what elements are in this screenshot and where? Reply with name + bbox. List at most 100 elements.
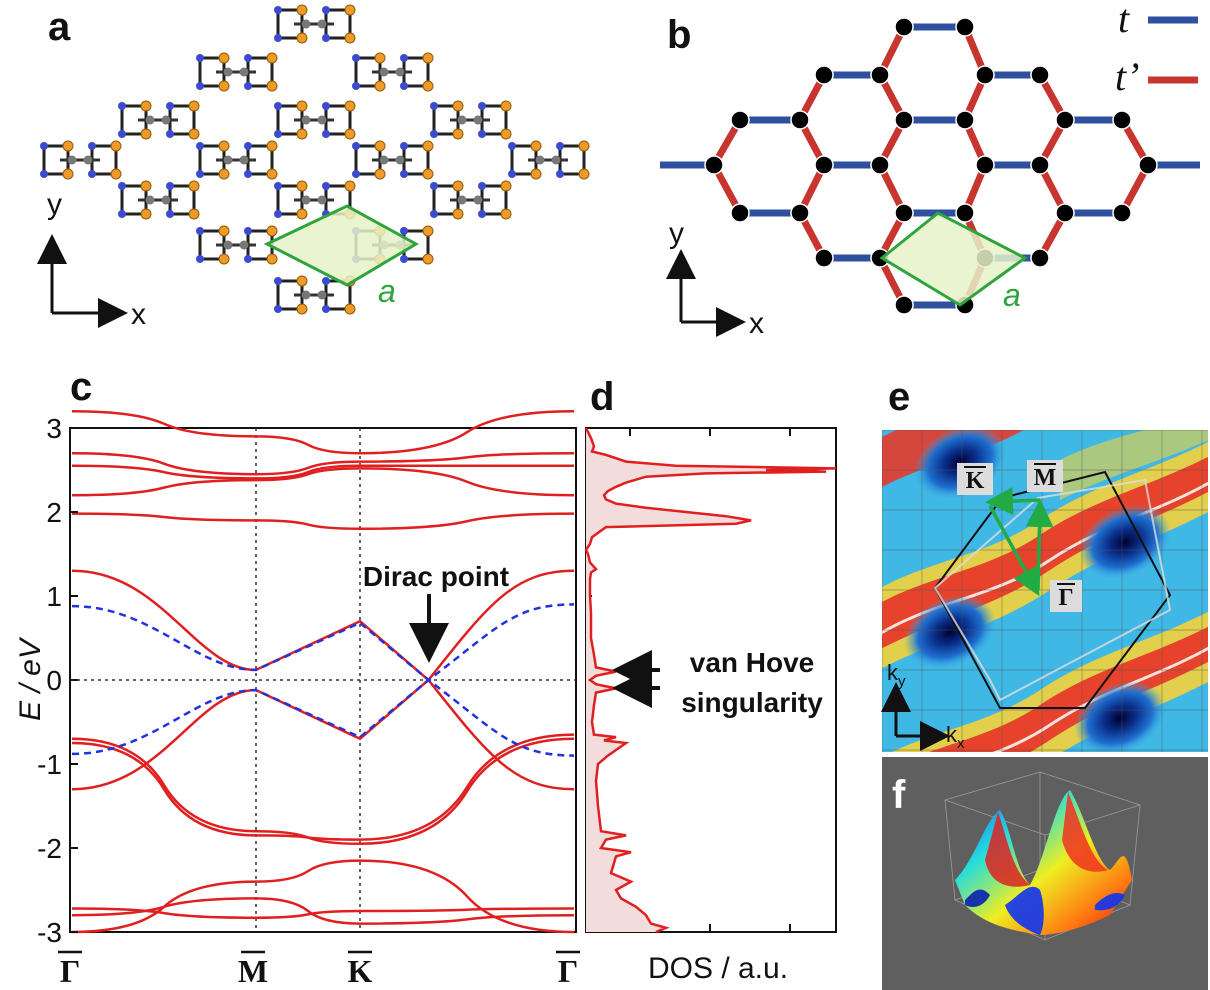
y-tick-label: 2 bbox=[46, 497, 62, 528]
dos-x-label: DOS / a.u. bbox=[648, 952, 788, 985]
molecule bbox=[118, 100, 200, 140]
lattice-site bbox=[975, 65, 995, 85]
band-line bbox=[71, 512, 575, 531]
y-tick-label: 1 bbox=[46, 581, 62, 612]
honeycomb-lattice bbox=[660, 17, 1200, 315]
band-line bbox=[71, 733, 575, 841]
molecule bbox=[352, 52, 434, 92]
lattice-site bbox=[1030, 65, 1050, 85]
lattice-label-b: a bbox=[1003, 277, 1021, 313]
bz-label-k: K bbox=[966, 468, 985, 494]
legend-t-label: t bbox=[1118, 0, 1130, 41]
band-plot-grid bbox=[70, 428, 576, 932]
van-hove-label-line2: singularity bbox=[681, 687, 823, 718]
y-tick-label: -3 bbox=[37, 917, 62, 948]
band-line bbox=[71, 467, 575, 497]
bz-label-gamma: Γ bbox=[1058, 585, 1073, 611]
kx-label: kx bbox=[946, 722, 965, 752]
molecule bbox=[508, 140, 590, 180]
y-tick-label: 3 bbox=[46, 413, 62, 444]
lattice-site bbox=[894, 203, 914, 223]
van-hove-label-line1: van Hove bbox=[690, 647, 815, 678]
lattice-site bbox=[955, 203, 975, 223]
label-box-gamma bbox=[1050, 580, 1082, 612]
panel-letter-a: a bbox=[48, 5, 71, 49]
panel-d: d DOS / a.u. van Hove singularity bbox=[584, 375, 837, 985]
bz-label-m: M bbox=[1034, 465, 1057, 491]
unit-cell-b bbox=[879, 211, 1028, 307]
band-surface bbox=[955, 790, 1132, 935]
axis-y-label-a: y bbox=[47, 188, 62, 221]
lattice-site bbox=[1030, 155, 1050, 175]
panel-letter-b: b bbox=[667, 13, 691, 57]
k-point-label: Γ bbox=[60, 953, 80, 989]
molecule bbox=[274, 4, 356, 44]
panel-b: b a y x t t’ bbox=[660, 0, 1200, 340]
lattice-site bbox=[1055, 203, 1075, 223]
panel-letter-d: d bbox=[590, 375, 614, 419]
axis-x-label-b: x bbox=[749, 307, 764, 340]
panel-letter-f: f bbox=[892, 773, 906, 817]
lattice-site bbox=[1030, 248, 1050, 268]
lattice-site bbox=[730, 110, 750, 130]
band-y-label: E / eV bbox=[14, 636, 47, 721]
lattice-site bbox=[790, 203, 810, 223]
band-structure bbox=[71, 409, 575, 934]
molecule bbox=[196, 225, 278, 265]
panel-letter-e: e bbox=[888, 375, 910, 419]
reciprocal-cell bbox=[933, 478, 1172, 702]
lattice-site bbox=[1055, 110, 1075, 130]
panel-f: f bbox=[882, 757, 1208, 990]
lattice-site bbox=[1112, 110, 1132, 130]
legend-tp-label: t’ bbox=[1115, 54, 1139, 99]
lattice-site bbox=[814, 65, 834, 85]
lattice-site bbox=[730, 203, 750, 223]
band-line bbox=[71, 859, 575, 934]
gamma-to-m-arrow bbox=[1025, 499, 1054, 591]
lattice-site bbox=[1112, 203, 1132, 223]
dirac-point-label: Dirac point bbox=[363, 561, 509, 592]
molecule bbox=[196, 52, 278, 92]
lattice-label-a: a bbox=[378, 273, 396, 309]
band-line bbox=[71, 451, 575, 476]
molecule bbox=[430, 180, 512, 220]
band-line bbox=[71, 907, 575, 919]
lattice-site bbox=[814, 248, 834, 268]
molecule bbox=[40, 140, 122, 180]
lattice-site bbox=[790, 110, 810, 130]
unit-cell-a bbox=[263, 204, 420, 287]
ky-label: ky bbox=[887, 660, 906, 690]
lattice-site bbox=[814, 155, 834, 175]
m-to-k-arrow bbox=[985, 487, 1041, 516]
lattice-site bbox=[955, 110, 975, 130]
lattice-site bbox=[704, 155, 724, 175]
k-point-label: K bbox=[348, 953, 373, 989]
label-box-k bbox=[957, 463, 993, 495]
molecule-lattice bbox=[40, 4, 590, 315]
panel-a: a a y x bbox=[37, 4, 590, 331]
dos-area bbox=[586, 428, 836, 932]
y-tick-label: -2 bbox=[37, 833, 62, 864]
band-line bbox=[71, 409, 575, 455]
tb-fit-lower bbox=[71, 603, 575, 756]
axis-x-label-a: x bbox=[131, 298, 146, 331]
panel-c: c 3 2 1 0 -1 -2 -3 E / eV Γ M K Γ Dirac point bbox=[14, 365, 580, 989]
molecule bbox=[430, 100, 512, 140]
y-tick-label: 0 bbox=[46, 665, 62, 696]
label-box-m bbox=[1027, 460, 1063, 492]
molecule bbox=[196, 140, 278, 180]
band-y-ticks: 3 2 1 0 -1 -2 -3 bbox=[37, 413, 78, 948]
lattice-site bbox=[894, 110, 914, 130]
k-point-label: M bbox=[238, 953, 268, 989]
molecule bbox=[118, 180, 200, 220]
lattice-site bbox=[870, 155, 890, 175]
lattice-site bbox=[870, 65, 890, 85]
lattice-site bbox=[894, 17, 914, 37]
lattice-site bbox=[975, 155, 995, 175]
k-point-label: Γ bbox=[558, 953, 578, 989]
panel-e: e bbox=[881, 375, 1208, 752]
panel-letter-c: c bbox=[70, 365, 92, 409]
lattice-site bbox=[894, 295, 914, 315]
